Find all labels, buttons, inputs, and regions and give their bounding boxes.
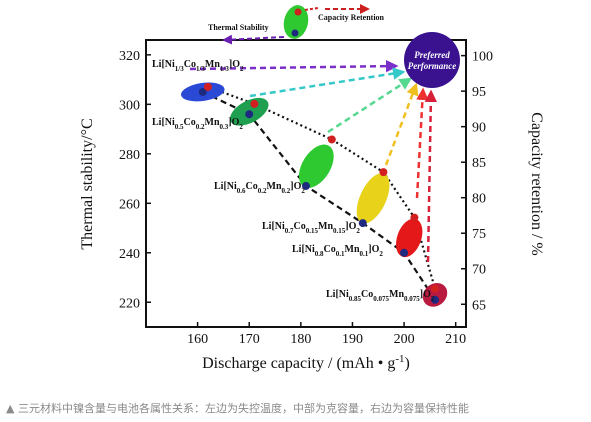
- y-right-tick-label: 65: [472, 298, 486, 313]
- figure-caption: ▲ 三元材料中镍含量与电池各属性关系：左边为失控温度，中部为克容量，右边为容量保…: [6, 402, 469, 415]
- material-arrow: [249, 67, 406, 98]
- y-right-tick-label: 100: [472, 50, 493, 65]
- material-label: Li[Ni0.7Co0.15Mn0.15]O2: [262, 221, 360, 235]
- material-arrow: [189, 59, 399, 73]
- y-right-tick-label: 90: [472, 121, 486, 136]
- capacity-point: [203, 82, 212, 91]
- thermal-point: [198, 87, 207, 96]
- capacity-point: [327, 135, 336, 144]
- legend-thermal-dot: [291, 29, 299, 37]
- material-arrow: [424, 89, 438, 263]
- thermal-point: [358, 219, 367, 228]
- capacity-point: [379, 168, 388, 177]
- thermal-point: [431, 295, 440, 304]
- thermal-point: [245, 110, 254, 119]
- thermal-point: [302, 181, 310, 190]
- y-right-tick-label: 80: [472, 192, 486, 207]
- material-ellipse: [356, 173, 390, 224]
- y-right-tick-label: 70: [472, 263, 486, 278]
- chart: 160 170 180 190 200 210 220 240 260 280 300 320 65 70…: [79, 4, 545, 372]
- legend-capacity-dot: [294, 8, 302, 16]
- legend-capacity-label: Capacity Retention: [318, 13, 385, 22]
- legend-thermal-arrow: [222, 34, 285, 45]
- y-left-axis-label: Thermal stability/°C: [79, 118, 96, 249]
- legend-capacity-arrow-stub: [304, 7, 319, 11]
- y-left-tick-label: 240: [119, 247, 140, 262]
- x-tick-label: 210: [445, 332, 466, 347]
- y-left-tick-label: 220: [119, 296, 140, 311]
- material-label: Li[Ni0.85Co0.075Mn0.075]O2: [326, 289, 435, 303]
- capacity-point: [250, 99, 259, 108]
- x-tick-label: 160: [187, 332, 208, 347]
- x-axis-label: Discharge capacity / (mAh • g-1): [202, 353, 410, 372]
- material-label: Li[Ni0.6Co0.2Mn0.2]O2: [214, 181, 305, 195]
- preferred-label-line1: Preferred: [414, 50, 450, 60]
- material-arrow: [384, 82, 419, 166]
- capacity-point: [410, 213, 419, 222]
- material-arrow: [415, 87, 429, 199]
- y-left-tick-label: 260: [119, 197, 140, 212]
- y-left-tick-label: 300: [119, 98, 140, 113]
- material-ellipse: [422, 282, 448, 307]
- material-ellipse: [396, 218, 423, 258]
- material-label: Li[Ni0.8Co0.1Mn0.1]O2: [292, 244, 383, 258]
- x-tick-label: 170: [239, 332, 260, 347]
- y-right-axis-label: Capacity retention / %: [528, 112, 545, 256]
- preferred-label-line2: Performance: [408, 61, 457, 71]
- legend-ellipse: [283, 5, 309, 39]
- y-right-tick-label: 85: [472, 156, 486, 171]
- y-right-tick-label: 95: [472, 85, 486, 100]
- x-tick-label: 200: [394, 332, 415, 347]
- x-tick-label: 190: [342, 332, 363, 347]
- material-label: Li[Ni0.5Co0.2Mn0.3]O2: [152, 117, 243, 131]
- thermal-point: [400, 248, 409, 257]
- preferred-performance-circle: [404, 32, 460, 88]
- material-ellipse: [298, 144, 334, 188]
- material-arrow: [327, 77, 413, 134]
- material-label: Li[Ni1/3Co1/3Mn1/3]O2: [152, 59, 244, 73]
- legend-thermal-label: Thermal Stability: [208, 23, 269, 32]
- capacity-point: [431, 284, 440, 293]
- y-left-tick-label: 280: [119, 148, 140, 163]
- y-right-tick-label: 75: [472, 227, 486, 242]
- x-tick-label: 180: [290, 332, 311, 347]
- plot-frame: [145, 39, 467, 328]
- y-left-tick-label: 320: [119, 49, 140, 64]
